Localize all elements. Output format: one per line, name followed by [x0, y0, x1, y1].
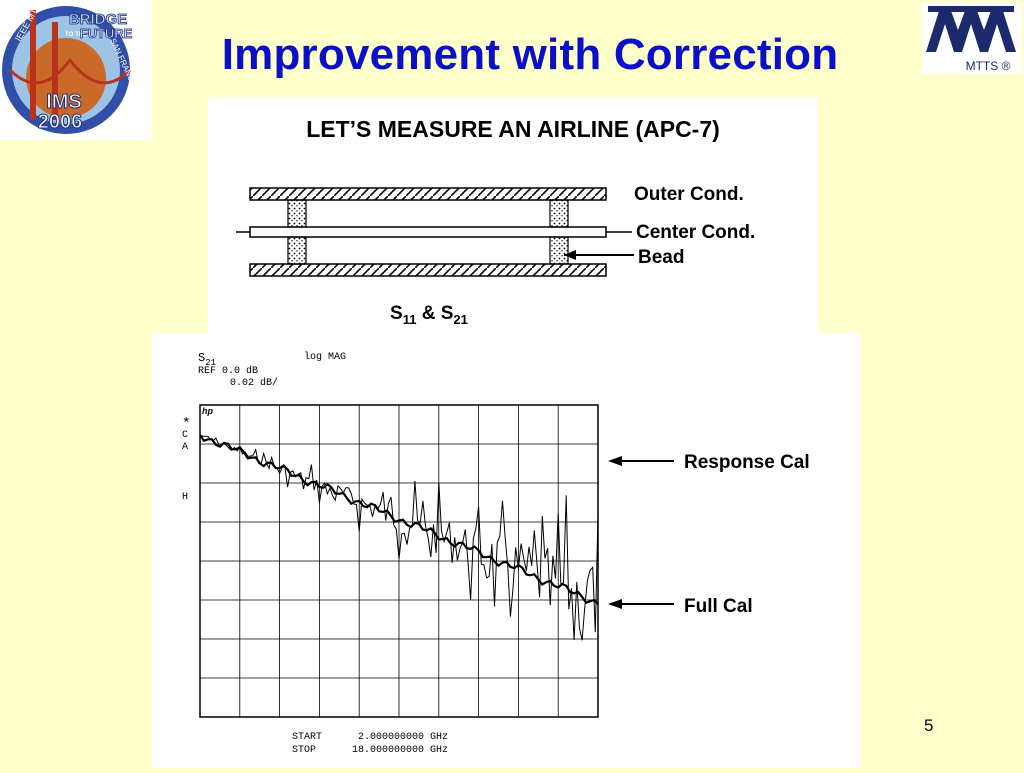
center-cond-label: Center Cond.: [636, 222, 755, 243]
mtts-logo: MTTS ®: [918, 0, 1024, 78]
plot-grid: [199, 404, 599, 718]
slide-title: Improvement with Correction: [221, 30, 839, 79]
stop-label: STOP: [292, 745, 316, 756]
plot-marker-star: *: [182, 416, 190, 432]
center-conductor: [249, 226, 607, 238]
bead-right-bottom: [549, 236, 569, 265]
analyzer-plot-panel: S21 log MAG REF 0.0 dB 0.02 dB/ * C A H …: [152, 333, 860, 768]
airline-diagram: LET’S MEASURE AN AIRLINE (APC-7) Outer C…: [208, 97, 818, 333]
slide-number: 5: [924, 716, 934, 735]
bead-right-top: [549, 199, 569, 228]
start-value: 2.000000000 GHz: [358, 732, 448, 743]
plot-marker-a: A: [182, 442, 188, 453]
outer-conductor-bottom: [249, 263, 607, 277]
bead-left-bottom: [287, 236, 307, 265]
full-cal-label: Full Cal: [684, 596, 753, 617]
outer-conductor-top: [249, 187, 607, 201]
mtt-glyph-icon: [926, 6, 1016, 52]
logo-future-text: FUTURE: [80, 26, 133, 41]
bead-label: Bead: [638, 247, 684, 268]
plot-marker-c: C: [182, 430, 188, 441]
full-arrow-icon: [608, 599, 622, 609]
outer-cond-label: Outer Cond.: [634, 184, 744, 205]
logo-bridge-text: BRIDGE: [69, 11, 127, 28]
hp-mark: hp: [202, 406, 213, 416]
start-label: START: [292, 732, 322, 743]
bead-arrow-icon: [564, 250, 576, 260]
response-arrow-icon: [608, 456, 622, 466]
plot-param-label: S21: [198, 351, 216, 368]
plot-ref-label: REF 0.0 dB: [198, 365, 258, 377]
full-cal-trace: [199, 434, 599, 605]
plot-format-label: log MAG: [304, 351, 346, 363]
ims-2006-logo: IEEE MTT-S SAN FRANCISCO BRIDGE TO THE F…: [0, 0, 152, 140]
plot-scale-label: 0.02 dB/: [230, 377, 278, 389]
s-parameters-label: S11 & S21: [390, 303, 468, 327]
airline-heading: LET’S MEASURE AN AIRLINE (APC-7): [306, 116, 720, 142]
response-cal-label: Response Cal: [684, 452, 810, 473]
plot-marker-h: H: [182, 492, 188, 503]
logo-to-the-text: TO THE: [65, 32, 87, 38]
logo-year-text: 2006: [38, 111, 83, 133]
stop-value: 18.000000000 GHz: [352, 745, 448, 756]
logo-ims-text: IMS: [46, 91, 82, 113]
bead-left-top: [287, 199, 307, 228]
mtts-caption: MTTS ®: [966, 59, 1011, 73]
